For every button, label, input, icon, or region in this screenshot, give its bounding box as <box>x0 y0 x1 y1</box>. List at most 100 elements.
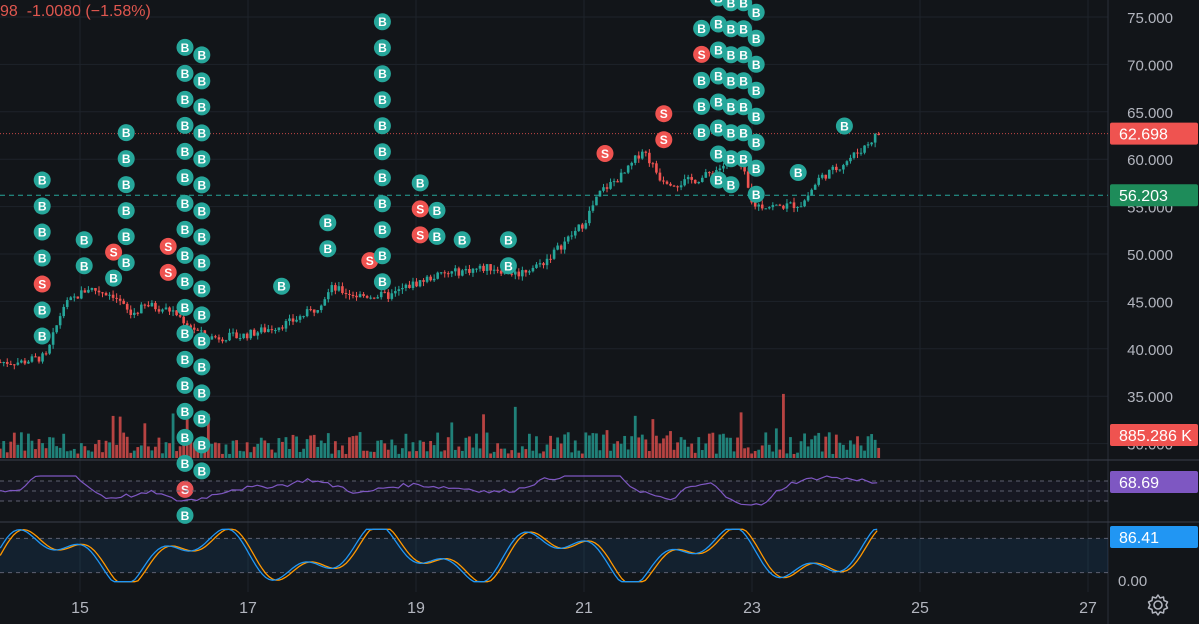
volume-bar <box>125 436 129 458</box>
candle-body <box>845 161 849 166</box>
volume-bar <box>810 439 814 458</box>
volume-bar <box>700 450 704 458</box>
x-tick-label: 23 <box>743 600 761 617</box>
volume-bar <box>139 445 143 458</box>
buy-marker <box>835 117 853 135</box>
buy-marker <box>373 91 391 109</box>
candle-body <box>492 269 496 271</box>
candle-body <box>637 155 641 159</box>
buy-marker <box>428 201 446 219</box>
volume-bar <box>587 435 591 458</box>
candle-body <box>450 271 454 274</box>
buy-marker <box>117 202 135 220</box>
candle-body <box>581 224 584 229</box>
candle-body <box>524 270 528 273</box>
signal-letter: B <box>416 176 425 190</box>
volume-bar <box>189 441 193 458</box>
signal-letter: B <box>181 301 190 315</box>
volume-bar <box>693 452 697 458</box>
candle-body <box>175 310 178 316</box>
candle-body <box>443 272 447 274</box>
sell-marker <box>33 275 51 293</box>
volume-bar <box>757 449 761 458</box>
stoch-badge-bg <box>1110 526 1198 548</box>
candle-body <box>224 340 228 342</box>
signal-letter: B <box>727 100 736 114</box>
volume-bar <box>192 442 196 458</box>
last-price-badge-text: 62.698 <box>1119 127 1168 144</box>
signal-letter: B <box>197 438 206 452</box>
volume-bar <box>263 440 267 458</box>
volume-bar <box>37 439 41 458</box>
candle-body <box>464 269 468 271</box>
volume-bar <box>841 444 845 458</box>
volume-bar <box>270 449 274 458</box>
volume-bar <box>746 447 750 458</box>
volume-bar <box>154 446 157 458</box>
volume-bar <box>443 450 447 458</box>
candle-body <box>789 202 792 204</box>
candle-body <box>362 294 365 296</box>
candle-body <box>591 205 595 211</box>
signal-letter: B <box>38 200 47 214</box>
candle-body <box>863 145 866 153</box>
buy-marker <box>747 81 765 99</box>
signal-letter: B <box>752 162 761 176</box>
volume-bar <box>19 432 23 458</box>
candle-body <box>411 281 415 288</box>
volume-bar <box>326 433 330 458</box>
buy-marker <box>176 38 194 56</box>
signal-letter: S <box>164 266 172 280</box>
volume-bar <box>577 450 581 458</box>
rsi-line <box>0 475 878 506</box>
candle-body <box>351 294 355 296</box>
candle-body <box>178 315 182 317</box>
signal-markers: BBBBSBBBBSBBBBBBBSSBBBBBBBBBBBBBBBBBSBBB… <box>33 0 853 524</box>
volume-bar <box>817 432 821 458</box>
reference-lines <box>0 133 1108 196</box>
volume-bar <box>605 430 609 458</box>
candle-body <box>365 295 369 298</box>
candle-body <box>764 208 768 210</box>
signal-letter: B <box>714 70 723 84</box>
buy-marker <box>176 142 194 160</box>
volume-bar <box>355 435 358 458</box>
volume-bar <box>242 451 246 458</box>
buy-marker <box>33 171 51 189</box>
sell-marker <box>411 200 429 218</box>
candle-body <box>30 356 34 362</box>
buy-marker <box>373 221 391 239</box>
candle-body <box>651 163 655 165</box>
candle-body <box>810 189 813 196</box>
volume-bar <box>439 451 443 458</box>
volume-bar <box>704 443 708 458</box>
settings-gear-icon[interactable] <box>1145 592 1171 618</box>
buy-marker <box>499 257 517 275</box>
volume-bar <box>231 440 235 458</box>
volume-bar <box>0 448 2 458</box>
volume-bar <box>789 437 792 458</box>
signal-letter: B <box>122 256 131 270</box>
volume-bar <box>651 419 655 458</box>
sell-marker <box>105 243 123 261</box>
candle-body <box>379 291 383 298</box>
volume-badge-bg <box>1110 424 1198 446</box>
buy-marker <box>411 174 429 192</box>
candle-body <box>619 172 623 183</box>
candle-body <box>806 195 810 201</box>
buy-marker <box>117 228 135 246</box>
signal-letter: B <box>181 509 190 523</box>
buy-marker <box>373 65 391 83</box>
volume-bar <box>453 449 457 458</box>
volume-bar <box>58 447 62 458</box>
buy-marker <box>193 150 211 168</box>
candle-body <box>792 202 796 209</box>
candle-body <box>23 360 27 364</box>
stoch-k-line <box>0 528 878 583</box>
volume-bar <box>683 439 687 458</box>
volume-bar <box>870 434 874 458</box>
x-tick-label: 19 <box>407 600 425 617</box>
signal-letter: S <box>660 133 668 147</box>
buy-marker <box>193 46 211 64</box>
